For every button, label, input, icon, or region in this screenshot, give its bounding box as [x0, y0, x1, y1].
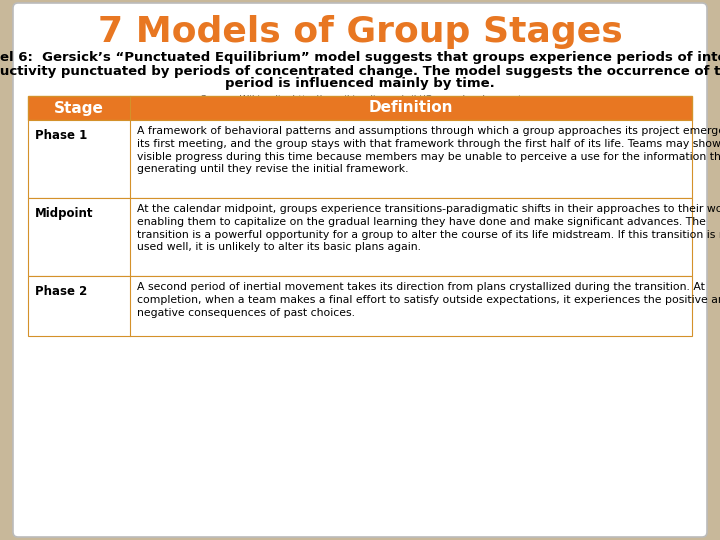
FancyBboxPatch shape: [13, 3, 707, 537]
Text: Phase 1: Phase 1: [35, 129, 87, 142]
Text: Stage: Stage: [54, 100, 104, 116]
Text: A framework of behavioral patterns and assumptions through which a group approac: A framework of behavioral patterns and a…: [137, 126, 720, 174]
Text: Model 6:  Gersick’s “Punctuated Equilibrium” model suggests that groups experien: Model 6: Gersick’s “Punctuated Equilibri…: [0, 51, 720, 64]
Bar: [28, 276, 692, 336]
Text: period is influenced mainly by time.: period is influenced mainly by time.: [225, 78, 495, 91]
Text: Definition: Definition: [369, 100, 454, 116]
Text: Phase 2: Phase 2: [35, 285, 87, 298]
Text: productivity punctuated by periods of concentrated change. The model suggests th: productivity punctuated by periods of co…: [0, 64, 720, 78]
Text: 7 Models of Group Stages: 7 Models of Group Stages: [98, 15, 622, 49]
Text: At the calendar midpoint, groups experience transitions-paradigmatic shifts in t: At the calendar midpoint, groups experie…: [137, 204, 720, 252]
Text: Source: Wikipedia  http://en.wikipedia.org/wiki/Group_development: Source: Wikipedia http://en.wikipedia.or…: [199, 94, 521, 104]
Text: Midpoint: Midpoint: [35, 207, 94, 220]
Bar: [28, 198, 692, 276]
Bar: [28, 96, 692, 120]
Text: A second period of inertial movement takes its direction from plans crystallized: A second period of inertial movement tak…: [137, 282, 720, 318]
Bar: [28, 120, 692, 198]
